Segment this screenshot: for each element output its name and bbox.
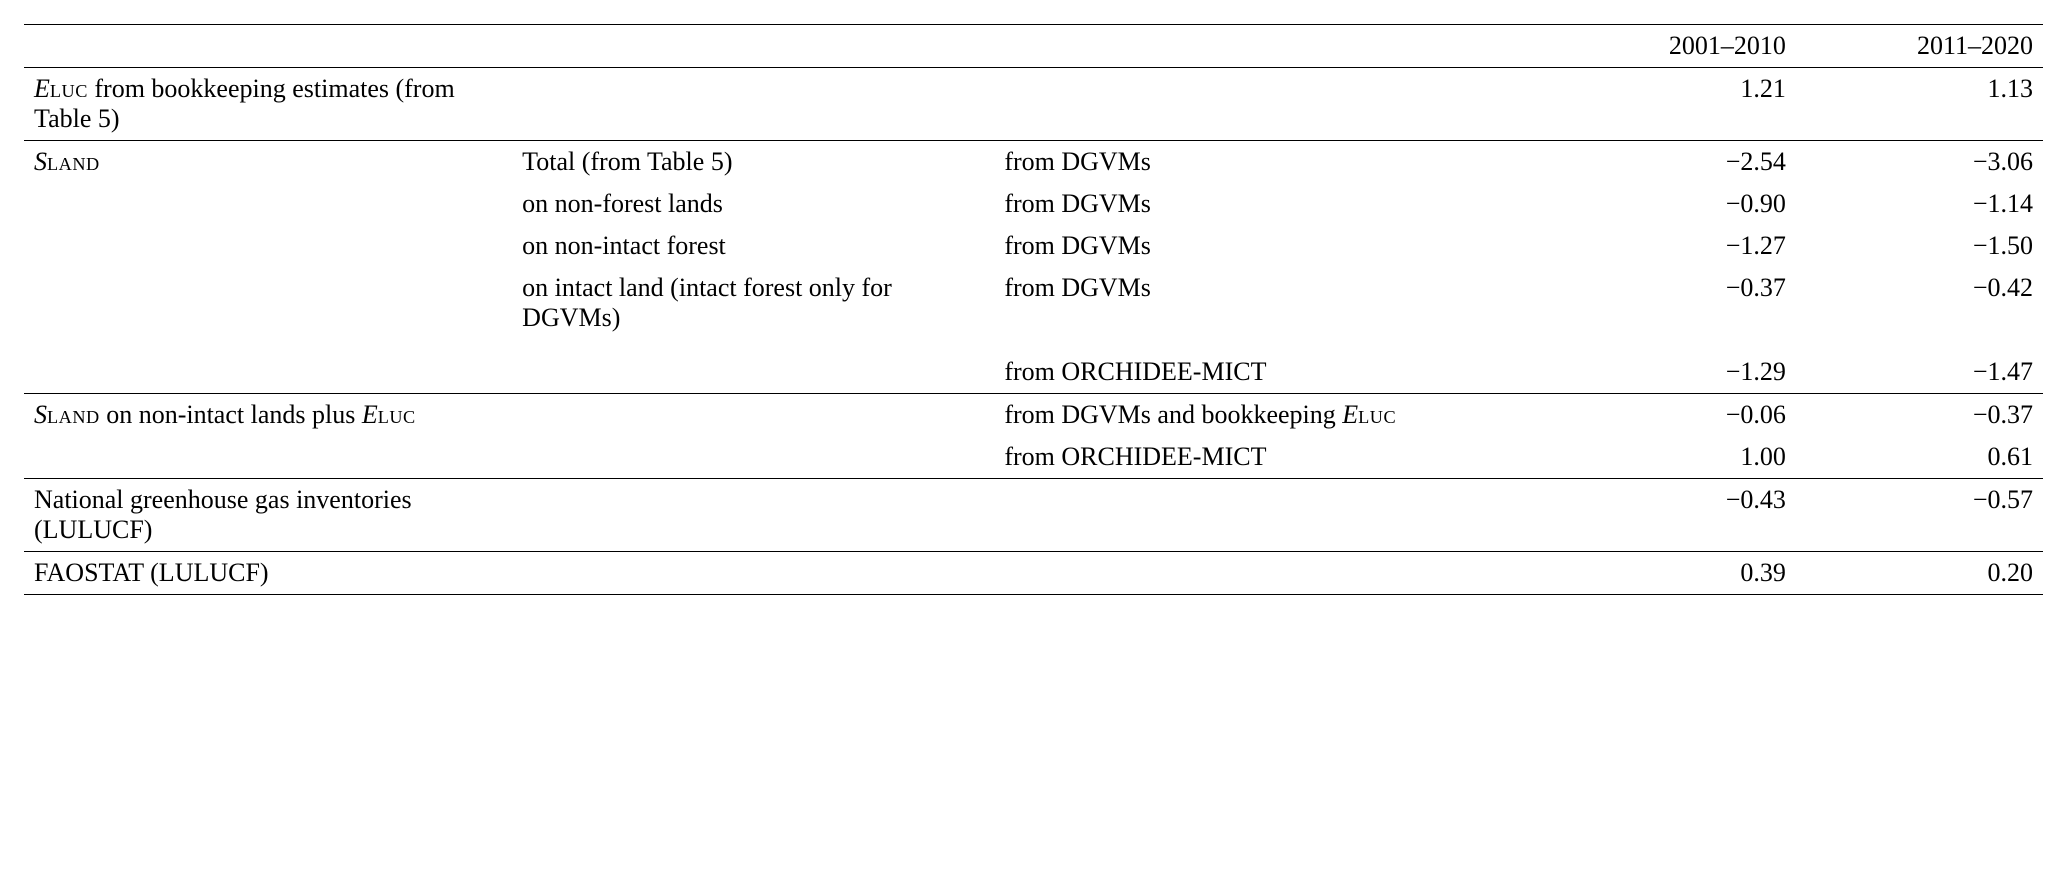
nonintact-plus-orch-source: from ORCHIDEE-MICT xyxy=(994,436,1548,479)
row-nghgi: National greenhouse gas inventories (LUL… xyxy=(24,479,2043,552)
row-sland-total: SLAND Total (from Table 5) from DGVMs −2… xyxy=(24,141,2043,184)
sland-total-a: −2.54 xyxy=(1549,141,1796,184)
nonintact-plus-dgvm-source: from DGVMs and bookkeeping ELUC xyxy=(994,394,1548,437)
faostat-b: 0.20 xyxy=(1796,552,2043,595)
sland-orchidee-a: −1.29 xyxy=(1549,339,1796,394)
nonintact-plus-orch-a: 1.00 xyxy=(1549,436,1796,479)
nonintact-plus-dgvm-a: −0.06 xyxy=(1549,394,1796,437)
eluc-label: ELUC from bookkeeping estimates (from Ta… xyxy=(24,68,512,141)
row-sland-intact: on intact land (intact forest only for D… xyxy=(24,267,2043,339)
sland-nonforest-source: from DGVMs xyxy=(994,183,1548,225)
sland-intact-source: from DGVMs xyxy=(994,267,1548,339)
nonintact-plus-orch-b: 0.61 xyxy=(1796,436,2043,479)
sland-nonintact-b: −1.50 xyxy=(1796,225,2043,267)
row-sland-nonforest: on non-forest lands from DGVMs −0.90 −1.… xyxy=(24,183,2043,225)
nghgi-b: −0.57 xyxy=(1796,479,2043,552)
sland-nonforest-b: −1.14 xyxy=(1796,183,2043,225)
sland-label: SLAND xyxy=(24,141,512,184)
row-faostat: FAOSTAT (LULUCF) 0.39 0.20 xyxy=(24,552,2043,595)
col-period-a: 2001–2010 xyxy=(1549,25,1796,68)
row-sland-orchidee: from ORCHIDEE-MICT −1.29 −1.47 xyxy=(24,339,2043,394)
sland-total-b: −3.06 xyxy=(1796,141,2043,184)
eluc-a: 1.21 xyxy=(1549,68,1796,141)
row-nonintact-plus-dgvm: SLAND on non-intact lands plus ELUC from… xyxy=(24,394,2043,437)
sland-nonintact-label: on non-intact forest xyxy=(512,225,994,267)
sland-intact-a: −0.37 xyxy=(1549,267,1796,339)
eluc-b: 1.13 xyxy=(1796,68,2043,141)
nghgi-a: −0.43 xyxy=(1549,479,1796,552)
sland-nonforest-a: −0.90 xyxy=(1549,183,1796,225)
sland-nonintact-source: from DGVMs xyxy=(994,225,1548,267)
faostat-label: FAOSTAT (LULUCF) xyxy=(24,552,512,595)
nghgi-label: National greenhouse gas inventories (LUL… xyxy=(24,479,512,552)
sland-orchidee-b: −1.47 xyxy=(1796,339,2043,394)
sland-total-source: from DGVMs xyxy=(994,141,1548,184)
faostat-a: 0.39 xyxy=(1549,552,1796,595)
header-row: 2001–2010 2011–2020 xyxy=(24,25,2043,68)
col-period-b: 2011–2020 xyxy=(1796,25,2043,68)
data-table: 2001–2010 2011–2020 ELUC from bookkeepin… xyxy=(24,24,2043,595)
nonintact-plus-label: SLAND on non-intact lands plus ELUC xyxy=(24,394,512,479)
row-sland-nonintact: on non-intact forest from DGVMs −1.27 −1… xyxy=(24,225,2043,267)
sland-intact-label: on intact land (intact forest only for D… xyxy=(512,267,994,339)
sland-nonintact-a: −1.27 xyxy=(1549,225,1796,267)
nonintact-plus-dgvm-b: −0.37 xyxy=(1796,394,2043,437)
sland-orchidee-source: from ORCHIDEE-MICT xyxy=(994,339,1548,394)
sland-total-label: Total (from Table 5) xyxy=(512,141,994,184)
sland-nonforest-label: on non-forest lands xyxy=(512,183,994,225)
row-eluc: ELUC from bookkeeping estimates (from Ta… xyxy=(24,68,2043,141)
sland-intact-b: −0.42 xyxy=(1796,267,2043,339)
